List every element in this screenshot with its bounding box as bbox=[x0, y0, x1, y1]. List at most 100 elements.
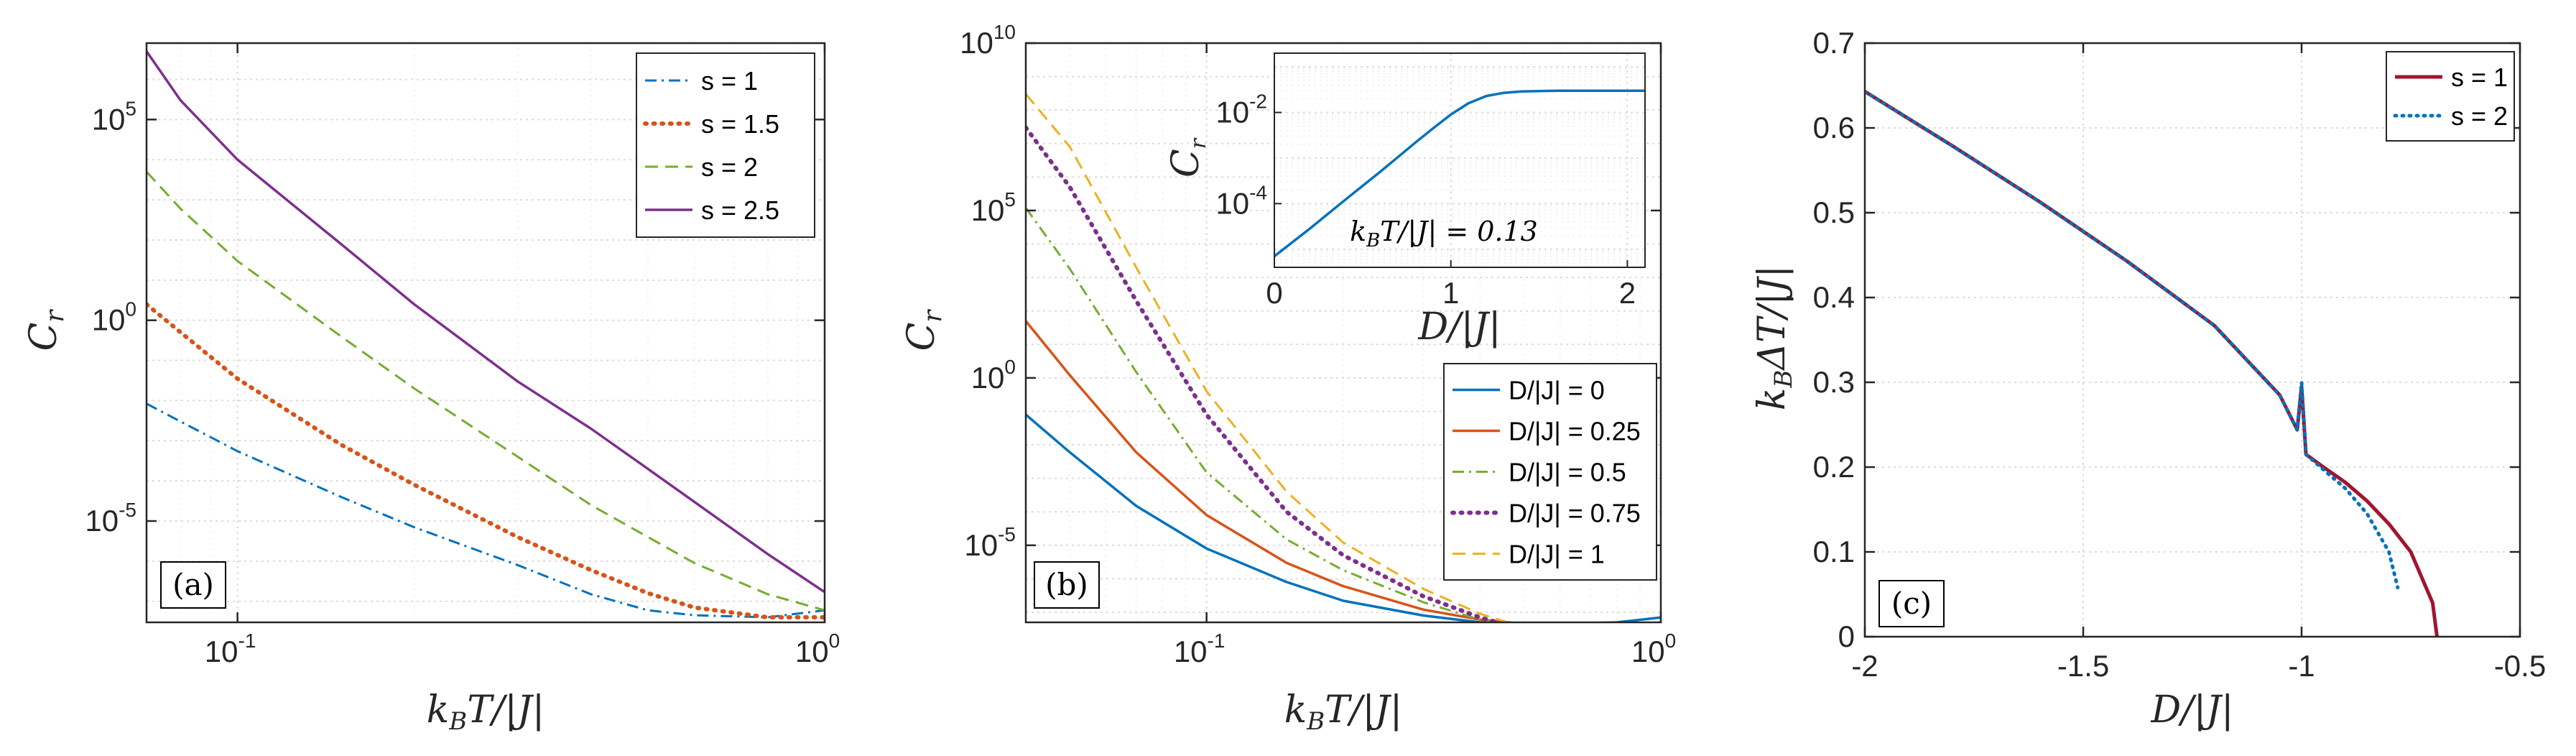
y-axis-label-c-k: k bbox=[1751, 388, 1794, 411]
legend-label-1: D/|J| = 0.25 bbox=[1509, 417, 1641, 446]
x-tick-label-exp: 0 bbox=[1665, 630, 1677, 652]
x-axis-label-b-k: k bbox=[1284, 688, 1307, 732]
panel-label-box bbox=[1034, 561, 1100, 609]
x-tick-label: -0.5 bbox=[2494, 649, 2546, 683]
x-tick-label: 10-1 bbox=[205, 630, 256, 668]
y-tick-label-base: 10 bbox=[85, 504, 119, 538]
y-tick-label-base: 10 bbox=[971, 193, 1005, 227]
y-tick-label: 10-5 bbox=[964, 523, 1016, 562]
y-axis-label-a-c: C bbox=[22, 323, 65, 351]
inset-y-tick-label-base: 10 bbox=[1215, 186, 1249, 220]
y-tick-label: 100 bbox=[92, 298, 136, 337]
y-tick-label: 0.5 bbox=[1813, 195, 1855, 229]
y-tick-label: 0.3 bbox=[1813, 365, 1855, 399]
x-axis-label-b-rest: T/|J| bbox=[1325, 688, 1402, 732]
panel-label: (a) bbox=[172, 567, 214, 602]
y-tick-label-exp: 0 bbox=[125, 298, 136, 321]
panel-label: (b) bbox=[1045, 567, 1088, 602]
series-line-1 bbox=[1865, 89, 2400, 590]
series-line-2 bbox=[147, 170, 825, 612]
y-tick-label: 100 bbox=[971, 356, 1016, 395]
inset-annotation-k: k bbox=[1350, 216, 1366, 247]
x-axis-label-a-sub: B bbox=[448, 707, 467, 736]
inset-series-line bbox=[1273, 89, 1645, 257]
axes-frame bbox=[1863, 42, 2521, 638]
y-tick-label-exp: 5 bbox=[1004, 188, 1016, 211]
inset-y-tick-label: 10-4 bbox=[1215, 181, 1267, 220]
inset-x-tick-label: 1 bbox=[1442, 276, 1459, 310]
y-tick-label-base: 10 bbox=[960, 26, 993, 60]
y-tick-label: 105 bbox=[92, 97, 136, 136]
inset-y-tick-label-exp: -2 bbox=[1249, 91, 1267, 113]
legend-label-4: D/|J| = 1 bbox=[1509, 540, 1605, 569]
x-tick-label: -2 bbox=[1851, 649, 1878, 683]
y-axis-label-a: Cr bbox=[22, 309, 70, 351]
legend-box bbox=[636, 52, 815, 238]
legend-label-0: s = 1 bbox=[2451, 63, 2508, 92]
y-tick-label-exp: -5 bbox=[119, 499, 136, 521]
y-tick-label-exp: -5 bbox=[998, 523, 1016, 545]
inset-frame bbox=[1274, 52, 1646, 268]
panel-label: (c) bbox=[1891, 586, 1932, 621]
inset-annotation: kBT/|J| = 0.13 bbox=[1350, 216, 1538, 252]
legend-label-3: D/|J| = 0.75 bbox=[1509, 499, 1641, 528]
series-line-2 bbox=[1026, 207, 1501, 622]
x-tick-label-base: 10 bbox=[205, 635, 238, 668]
panel-label-box bbox=[1878, 580, 1945, 627]
panel-label-box bbox=[160, 561, 226, 609]
y-axis-label-c: kBΔT/|J| bbox=[1751, 265, 1798, 410]
x-tick-label: 100 bbox=[795, 630, 840, 668]
series-line-0 bbox=[1026, 413, 1661, 622]
y-tick-label: 0.1 bbox=[1813, 535, 1855, 568]
x-tick-label: 100 bbox=[1631, 630, 1676, 668]
legend-label-2: D/|J| = 0.5 bbox=[1509, 458, 1626, 487]
legend-label-1: s = 1.5 bbox=[701, 109, 779, 139]
inset-annotation-rest: T/|J| = 0.13 bbox=[1380, 216, 1538, 247]
y-tick-label: 10-5 bbox=[85, 499, 136, 538]
x-axis-label-a: kBT/|J| bbox=[427, 688, 545, 736]
legend-label-2: s = 2 bbox=[701, 152, 758, 182]
y-axis-label-b: Cr bbox=[900, 309, 948, 351]
legend-label-0: D/|J| = 0 bbox=[1509, 376, 1605, 405]
y-tick-label-base: 10 bbox=[92, 303, 126, 337]
x-tick-label-base: 10 bbox=[1174, 635, 1208, 668]
y-axis-label-b-c: C bbox=[900, 323, 943, 351]
inset-x-axis-label: D/|J| bbox=[1417, 305, 1501, 349]
y-axis-label-b-r: r bbox=[918, 309, 948, 323]
panel-c: -2 -1.5 -1 -0.5 0 0.1 0.2 0.3 0.4 0.5 0.6 0.7 (c) s =… bbox=[1751, 26, 2546, 732]
series-line-1 bbox=[147, 302, 825, 619]
y-tick-label: 0.6 bbox=[1813, 111, 1855, 144]
legend-label-3: s = 2.5 bbox=[701, 195, 779, 225]
series-line-1 bbox=[1026, 320, 1521, 622]
y-axis-label-c-rest: ΔT/|J| bbox=[1751, 265, 1794, 372]
series-line-0 bbox=[147, 402, 825, 619]
inset-annotation-sub: B bbox=[1366, 230, 1380, 252]
x-axis-label-b-sub: B bbox=[1306, 707, 1325, 736]
y-tick-label-base: 10 bbox=[964, 528, 998, 562]
series-line-3 bbox=[147, 50, 825, 594]
inset-y-axis-label-c: C bbox=[1164, 149, 1208, 178]
y-tick-label: 0.4 bbox=[1813, 280, 1855, 314]
y-tick-label: 0.2 bbox=[1813, 450, 1855, 484]
y-tick-label-exp: 5 bbox=[125, 97, 136, 119]
x-tick-label-base: 10 bbox=[1631, 635, 1665, 668]
y-tick-label-base: 10 bbox=[92, 102, 126, 136]
x-tick-label-base: 10 bbox=[795, 635, 829, 668]
inset-y-axis-label: Cr bbox=[1164, 137, 1211, 178]
inset-x-tick-label: 0 bbox=[1266, 276, 1282, 310]
y-axis-label-a-r: r bbox=[40, 309, 70, 323]
inset-y-tick-label: 10-2 bbox=[1215, 91, 1267, 129]
x-axis-label-a-k: k bbox=[427, 688, 450, 732]
x-axis-label-c: D/|J| bbox=[2150, 688, 2233, 732]
y-tick-label: 105 bbox=[971, 188, 1016, 227]
x-axis-label-b: kBT/|J| bbox=[1284, 688, 1403, 736]
axes-frame bbox=[145, 42, 826, 624]
x-tick-label-exp: 0 bbox=[829, 630, 840, 652]
x-tick-label-exp: -1 bbox=[1208, 630, 1226, 652]
inset-y-axis-label-r: r bbox=[1186, 137, 1211, 149]
x-tick-label: -1.5 bbox=[2057, 649, 2109, 683]
